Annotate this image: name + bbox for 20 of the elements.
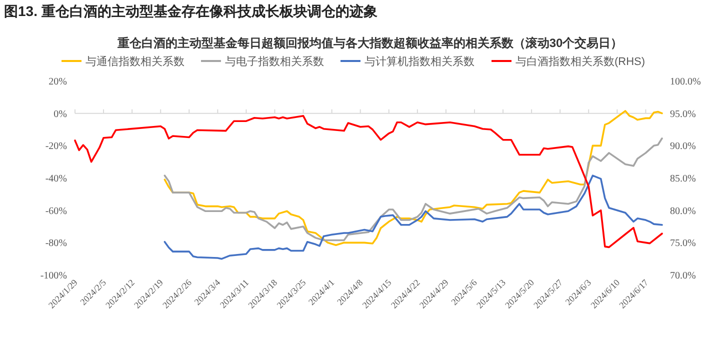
y2-tick-label: 80.0% bbox=[670, 206, 696, 217]
y2-tick-label: 85.0% bbox=[670, 174, 696, 184]
y2-tick-label: 70.0% bbox=[670, 270, 696, 282]
legend-label: 与白酒指数相关系数(RHS) bbox=[516, 55, 646, 68]
legend-label: 与通信指数相关系数 bbox=[86, 55, 184, 68]
y-tick-label: -60% bbox=[45, 206, 67, 217]
y2-tick-label: 75.0% bbox=[670, 238, 696, 250]
legend-label: 与计算机指数相关系数 bbox=[364, 55, 474, 68]
y2-tick-label: 95.0% bbox=[670, 108, 696, 120]
subtitle: 重仓白酒的主动型基金每日超额回报均值与各大指数超额收益率的相关系数（滚动30个交易日） bbox=[117, 36, 623, 50]
y-tick-label: -100% bbox=[40, 270, 67, 282]
y-tick-label: -20% bbox=[45, 141, 67, 152]
y2-tick-label: 100.0% bbox=[670, 76, 701, 88]
y-tick-label: 0% bbox=[54, 108, 67, 120]
y-tick-label: -80% bbox=[45, 238, 67, 250]
title: 图13. 重仓白酒的主动型基金存在像科技成长板块调仓的迹象 bbox=[4, 3, 378, 19]
y-tick-label: 20% bbox=[48, 76, 67, 88]
y-tick-label: -40% bbox=[45, 174, 67, 184]
legend-label: 与电子指数相关系数 bbox=[225, 55, 324, 68]
y2-tick-label: 90.0% bbox=[670, 141, 696, 152]
